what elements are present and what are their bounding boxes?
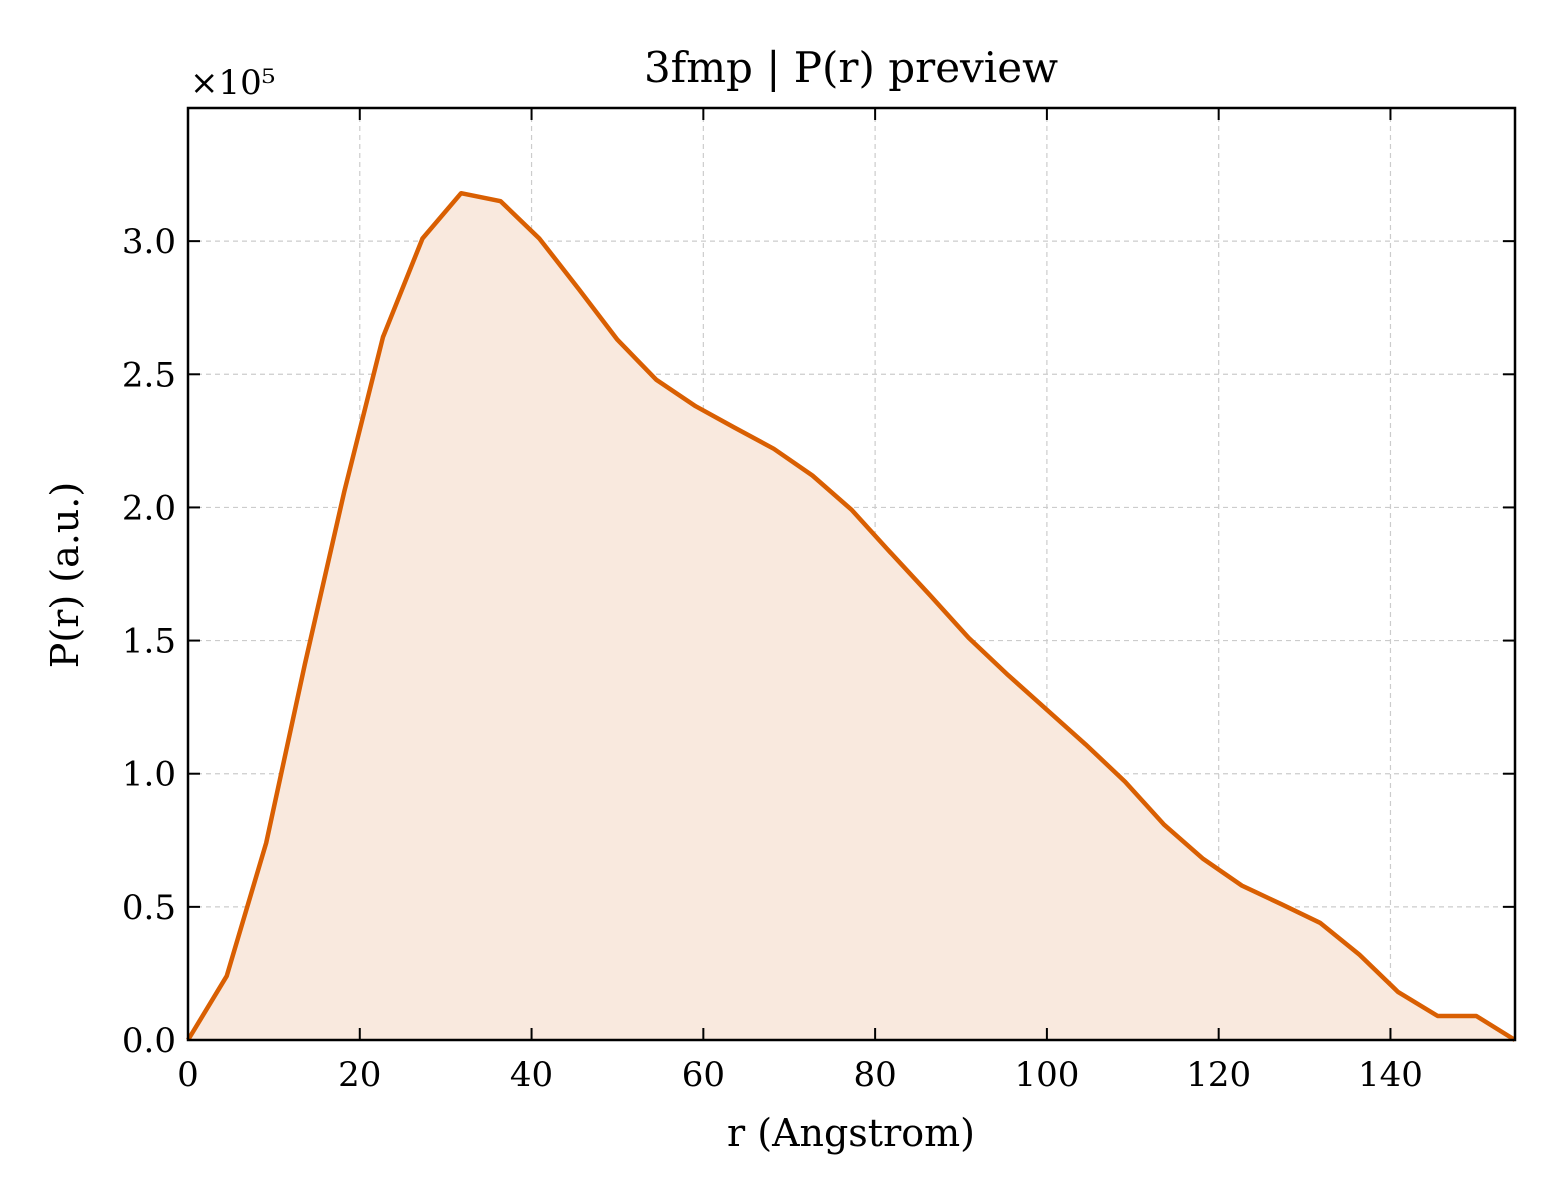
x-tick-label: 100 <box>1014 1055 1079 1095</box>
y-tick-label: 2.5 <box>122 355 176 395</box>
x-tick-label: 120 <box>1186 1055 1251 1095</box>
x-tick-label: 60 <box>682 1055 725 1095</box>
chart-title: 3fmp | P(r) preview <box>644 43 1058 92</box>
y-tick-label: 0.0 <box>122 1021 176 1061</box>
x-tick-label: 140 <box>1358 1055 1423 1095</box>
y-tick-label: 0.5 <box>122 888 176 928</box>
y-tick-label: 3.0 <box>122 222 176 262</box>
y-tick-label: 1.5 <box>122 622 176 662</box>
x-axis-label: r (Angstrom) <box>727 1111 975 1155</box>
y-tick-label: 1.0 <box>122 755 176 795</box>
plot-frame <box>186 106 1517 1042</box>
y-axis-label: P(r) (a.u.) <box>43 482 87 668</box>
x-tick-label: 0 <box>177 1055 199 1095</box>
y-tick-label: 2.0 <box>122 488 176 528</box>
x-tick-label: 20 <box>338 1055 381 1095</box>
y-multiplier-label: ×10⁵ <box>190 63 275 103</box>
pr-area-fill <box>188 193 1515 1040</box>
axis-ticks: 0 20 40 60 80 100 120 140 0.0 0.5 1.0 1.5 2.0 2.5 3.0 <box>122 108 1515 1095</box>
x-tick-label: 40 <box>510 1055 553 1095</box>
x-tick-label: 80 <box>853 1055 896 1095</box>
pr-series-line <box>186 190 1517 1042</box>
